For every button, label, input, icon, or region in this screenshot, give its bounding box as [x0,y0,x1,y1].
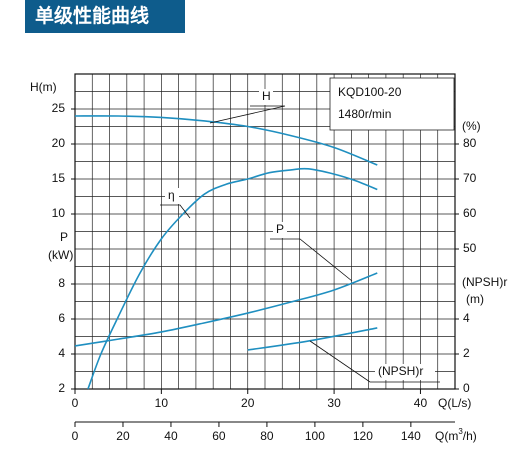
curve-label: (NPSH)r [378,364,423,378]
x-tick-label: 20 [241,396,255,410]
curve-label: P [276,222,284,236]
curve [247,327,378,351]
x2-axis-label: Q(m3/h) [435,427,477,443]
x2-tick-label: 60 [212,429,226,443]
curve [87,167,378,390]
curve [74,115,378,166]
y-tick-label: 2 [463,346,470,360]
x-tick-label: 0 [72,396,79,410]
y-axis-label: P [60,230,68,244]
leader-line [270,238,353,282]
y-tick-label: 70 [463,171,477,185]
y-tick-label: 60 [463,206,477,220]
label-bg [259,89,273,105]
y-tick-label: 4 [463,311,470,325]
model-label: KQD100-20 [338,85,402,99]
label-bg [165,188,179,204]
leader-line [209,105,286,124]
x2-tick-label: 140 [401,429,421,443]
info-box [329,77,455,131]
plot-frame [74,73,456,390]
x2-tick-label: 0 [72,429,79,443]
curve-label: H [262,89,271,103]
grid [74,73,456,390]
x2-tick-label: 120 [353,429,373,443]
y-tick-label: 8 [58,276,65,290]
chart-title: 单级性能曲线 [35,4,149,27]
y-axis-label: (m) [466,292,484,306]
x-tick-label: 10 [155,396,169,410]
x2-tick-label: 100 [305,429,325,443]
y-axis-label: H(m) [30,80,57,94]
curve-label: η [168,188,175,202]
x-tick-label: 40 [414,396,428,410]
x-axis-label: Q(L/s) [438,396,471,410]
title-banner [25,0,185,33]
leader-line [160,204,191,219]
y-tick-label: 50 [463,241,477,255]
leader-line [309,340,440,383]
label-bg [375,364,435,380]
speed-label: 1480r/min [338,107,391,121]
x2-tick-label: 40 [164,429,178,443]
x2-tick-label: 20 [116,429,130,443]
y-axis-label: (%) [462,119,481,133]
y-tick-label: 10 [52,206,66,220]
y-tick-label: 6 [58,311,65,325]
x-tick-label: 30 [327,396,341,410]
y-tick-label: 20 [52,136,66,150]
y-tick-label: 80 [463,136,477,150]
y-tick-label: 4 [58,346,65,360]
label-bg [273,222,287,238]
x2-tick-label: 80 [260,429,274,443]
y-tick-label: 2 [58,381,65,395]
y-axis-label: (kW) [48,248,73,262]
y-axis-label: (NPSH)r [462,275,507,289]
y-tick-label: 15 [52,171,66,185]
y-tick-label: 25 [52,101,66,115]
y-tick-label: 0 [463,381,470,395]
curve [74,272,378,347]
